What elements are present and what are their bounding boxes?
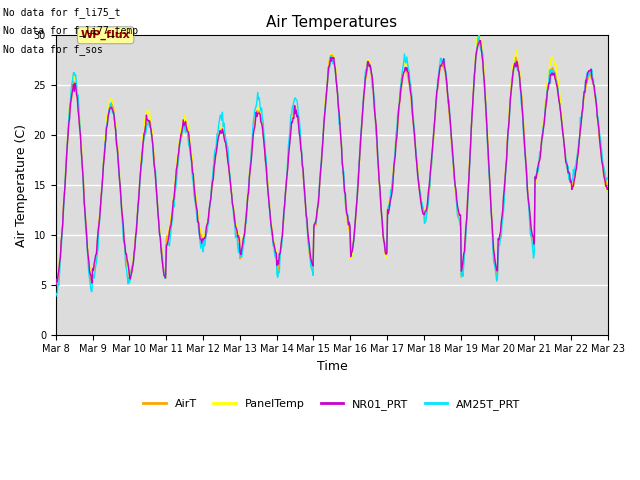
NR01_PRT: [62, 170, 70, 176]
Text: No data for f_li75_t: No data for f_li75_t: [3, 7, 121, 18]
Text: No data for f_sos: No data for f_sos: [3, 44, 103, 55]
NR01_PRT: [415, 184, 423, 190]
AM25T_PRT: [52, 293, 60, 299]
AM25T_PRT: [604, 176, 612, 182]
Line: AirT: AirT: [56, 40, 608, 285]
AirT: [175, 144, 183, 149]
NR01_PRT: [604, 185, 612, 191]
Line: AM25T_PRT: AM25T_PRT: [56, 36, 608, 296]
AirT: [205, 215, 212, 221]
AirT: [604, 183, 612, 189]
NR01_PRT: [119, 215, 127, 220]
Text: No data for f_li77_temp: No data for f_li77_temp: [3, 25, 138, 36]
PanelTemp: [119, 216, 127, 221]
AirT: [63, 156, 70, 161]
AM25T_PRT: [475, 33, 483, 38]
NR01_PRT: [175, 150, 182, 156]
AM25T_PRT: [204, 222, 212, 228]
NR01_PRT: [399, 72, 407, 78]
PanelTemp: [125, 277, 133, 283]
Text: WP_flux: WP_flux: [81, 30, 131, 40]
AM25T_PRT: [415, 180, 423, 185]
AM25T_PRT: [175, 155, 182, 160]
AirT: [52, 279, 60, 285]
AirT: [120, 227, 127, 232]
PanelTemp: [604, 183, 612, 189]
AirT: [475, 37, 483, 43]
X-axis label: Time: Time: [317, 360, 348, 373]
NR01_PRT: [204, 220, 212, 226]
PanelTemp: [205, 211, 212, 216]
Y-axis label: Air Temperature (C): Air Temperature (C): [15, 123, 28, 247]
PanelTemp: [400, 64, 408, 70]
PanelTemp: [416, 187, 424, 192]
PanelTemp: [52, 276, 60, 281]
Title: Air Temperatures: Air Temperatures: [266, 15, 397, 30]
AM25T_PRT: [399, 64, 407, 70]
Line: NR01_PRT: NR01_PRT: [56, 41, 608, 286]
NR01_PRT: [52, 283, 60, 288]
PanelTemp: [175, 138, 183, 144]
PanelTemp: [62, 164, 70, 170]
NR01_PRT: [477, 38, 484, 44]
AM25T_PRT: [62, 165, 70, 171]
AirT: [400, 70, 408, 75]
AirT: [54, 282, 61, 288]
AirT: [416, 189, 424, 195]
AM25T_PRT: [119, 222, 127, 228]
Legend: AirT, PanelTemp, NR01_PRT, AM25T_PRT: AirT, PanelTemp, NR01_PRT, AM25T_PRT: [139, 394, 525, 414]
Line: PanelTemp: PanelTemp: [56, 36, 608, 280]
PanelTemp: [474, 33, 481, 38]
